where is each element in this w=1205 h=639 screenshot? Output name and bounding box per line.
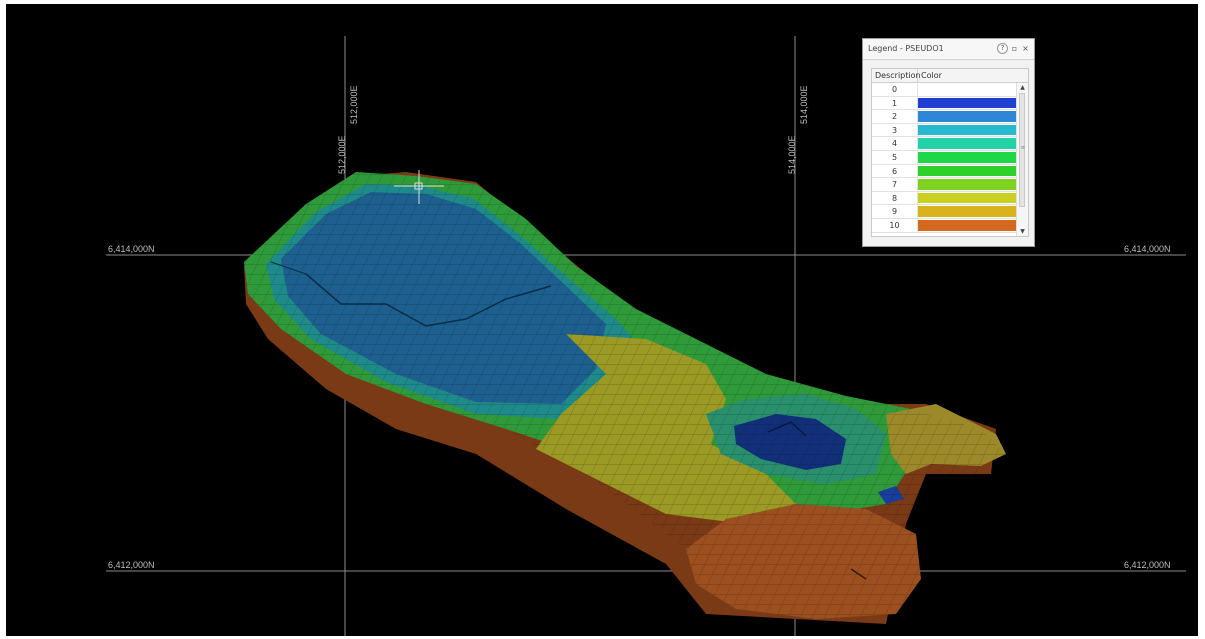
- block-model-scene[interactable]: [6, 4, 1198, 636]
- column-header-description[interactable]: Description: [872, 69, 921, 82]
- legend-row-description: 1: [872, 96, 918, 110]
- column-header-color[interactable]: Color: [921, 71, 942, 80]
- crosshair-cursor-icon: [394, 170, 444, 204]
- scroll-up-icon[interactable]: ▲: [1020, 84, 1025, 91]
- legend-row-description: 5: [872, 150, 918, 164]
- legend-row[interactable]: 10: [872, 218, 1016, 233]
- grid-label-y-6412000-right: 6,412,000N: [1124, 560, 1171, 570]
- restore-icon[interactable]: ▫: [1011, 44, 1018, 53]
- legend-row[interactable]: 7: [872, 178, 1016, 192]
- legend-row[interactable]: 4: [872, 137, 1016, 151]
- legend-row[interactable]: 8: [872, 191, 1016, 206]
- legend-row-color-swatch: [918, 138, 1016, 149]
- legend-scrollbar[interactable]: ▲ ≡ ▼: [1016, 83, 1028, 236]
- legend-row-description: 8: [872, 191, 918, 205]
- legend-row-color-swatch: [918, 206, 1016, 217]
- legend-row-description: 3: [872, 123, 918, 137]
- legend-row-color-swatch: [918, 219, 1016, 231]
- close-icon[interactable]: ×: [1022, 44, 1029, 53]
- grid-label-x-512000-b: 512,000E: [349, 85, 359, 124]
- legend-row-color-swatch: [918, 179, 1016, 190]
- legend-table: Description Color 0 1 2 3 4 5 6 7 8 9 10 ▲ ≡ ▼: [871, 68, 1029, 237]
- legend-row[interactable]: 5: [872, 150, 1016, 165]
- legend-row-color-swatch: [918, 124, 1016, 136]
- grid-label-y-6414000-left: 6,414,000N: [108, 244, 155, 254]
- grid-label-x-514000-a: 514,000E: [787, 135, 797, 174]
- grid-label-y-6414000-right: 6,414,000N: [1124, 244, 1171, 254]
- legend-row-color-swatch: [918, 84, 1016, 95]
- legend-title: Legend - PSEUDO1: [868, 44, 944, 53]
- legend-rows: 0 1 2 3 4 5 6 7 8 9 10: [872, 83, 1016, 233]
- block-model: [244, 172, 1006, 624]
- legend-window[interactable]: Legend - PSEUDO1 ? ▫ × Description Color…: [862, 38, 1035, 247]
- 3d-viewport[interactable]: 512,000E 512,000E 514,000E 514,000E 6,41…: [6, 4, 1198, 636]
- scroll-grip-icon: ≡: [1020, 145, 1026, 151]
- help-icon[interactable]: ?: [997, 43, 1008, 54]
- legend-row-color-swatch: [918, 111, 1016, 122]
- legend-table-header: Description Color: [872, 69, 1028, 83]
- legend-row-description: 9: [872, 205, 918, 218]
- legend-row[interactable]: 2: [872, 110, 1016, 124]
- scroll-thumb[interactable]: ≡: [1019, 93, 1025, 207]
- scroll-down-icon[interactable]: ▼: [1020, 228, 1025, 235]
- legend-titlebar[interactable]: Legend - PSEUDO1 ? ▫ ×: [863, 39, 1034, 60]
- legend-row[interactable]: 9: [872, 205, 1016, 219]
- legend-row-description: 4: [872, 137, 918, 150]
- legend-row[interactable]: 1: [872, 96, 1016, 111]
- legend-row[interactable]: 6: [872, 164, 1016, 179]
- legend-row[interactable]: 3: [872, 123, 1016, 138]
- legend-row-description: 2: [872, 110, 918, 123]
- legend-row-color-swatch: [918, 151, 1016, 163]
- grid-label-x-514000-b: 514,000E: [799, 85, 809, 124]
- legend-row-description: 6: [872, 164, 918, 178]
- grid-label-x-512000-a: 512,000E: [337, 135, 347, 174]
- grid-label-y-6412000-left: 6,412,000N: [108, 560, 155, 570]
- legend-row-color-swatch: [918, 97, 1016, 109]
- legend-row-description: 7: [872, 178, 918, 191]
- legend-row-color-swatch: [918, 192, 1016, 204]
- legend-row-description: 10: [872, 218, 918, 232]
- legend-row-description: 0: [872, 83, 918, 96]
- legend-row[interactable]: 0: [872, 83, 1016, 97]
- legend-row-color-swatch: [918, 165, 1016, 177]
